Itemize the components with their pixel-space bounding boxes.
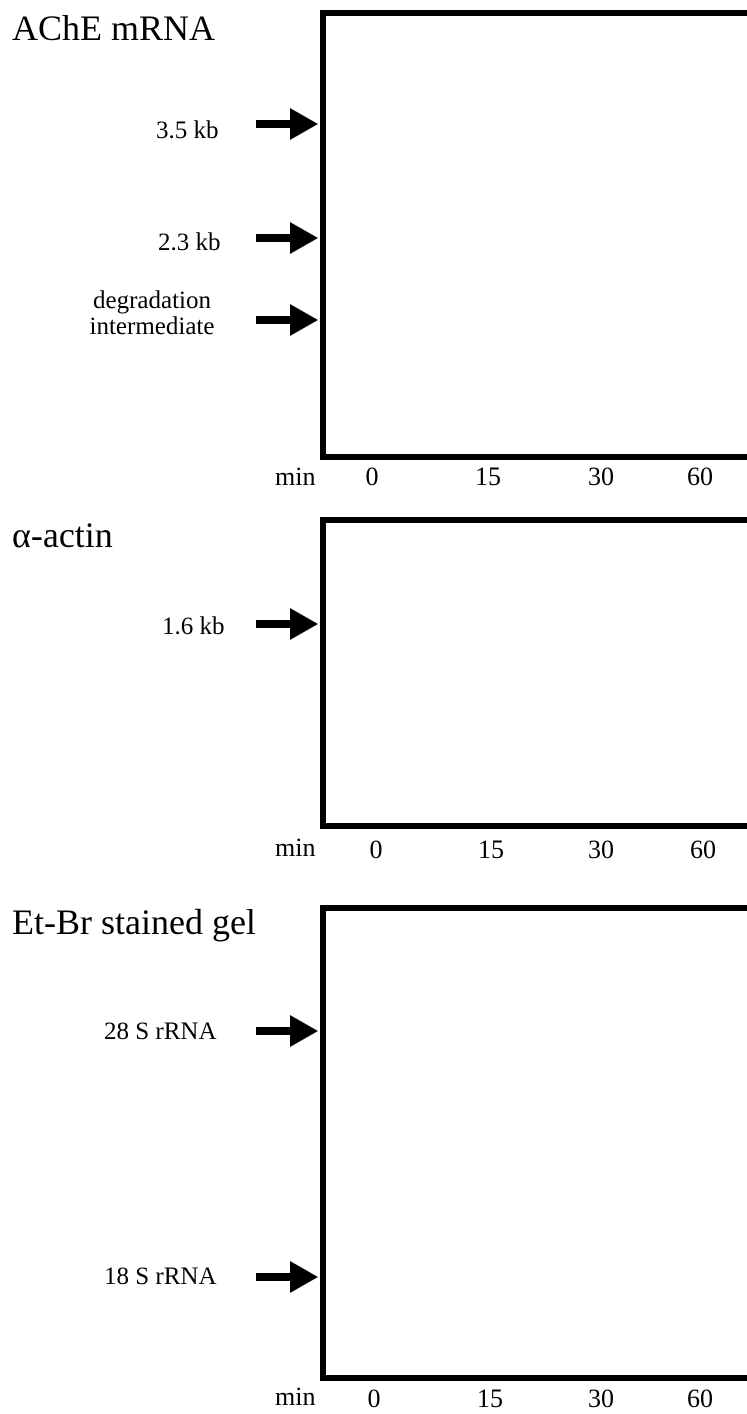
tick-label: 0 — [365, 462, 379, 491]
tick-label: 60 — [687, 462, 713, 491]
tick-label: 60 — [687, 1384, 713, 1413]
arrow-right-icon — [256, 1015, 318, 1047]
axis-unit: min — [275, 833, 316, 862]
tick-label: 15 — [478, 835, 504, 864]
panel-alpha-actin: α-actin 1.6 kb min 0 15 30 60 — [0, 515, 747, 875]
arrow-right-icon — [256, 1261, 318, 1293]
panel-title: Et-Br stained gel — [12, 902, 256, 942]
tick-label: 0 — [369, 835, 383, 864]
marker-label: 28 S rRNA — [104, 1018, 217, 1045]
time-axis: min 0 15 30 60 — [0, 1384, 747, 1414]
time-axis: min 0 15 30 60 — [0, 464, 747, 494]
marker-label: 3.5 kb — [156, 117, 219, 144]
arrow-right-icon — [256, 108, 318, 140]
tick-label: 15 — [475, 462, 501, 491]
panel-title: AChE mRNA — [12, 8, 216, 48]
blot-frame — [320, 517, 747, 829]
arrow-right-icon — [256, 608, 318, 640]
marker-label-line: degradation — [92, 287, 211, 314]
panel-title: α-actin — [12, 515, 113, 555]
arrow-right-icon — [256, 304, 318, 336]
tick-label: 30 — [588, 835, 614, 864]
tick-label: 0 — [367, 1384, 381, 1413]
tick-label: 15 — [477, 1384, 503, 1413]
tick-label: 30 — [588, 462, 614, 491]
blot-frame — [320, 10, 747, 460]
tick-label: 30 — [588, 1384, 614, 1413]
marker-label: 18 S rRNA — [104, 1263, 217, 1290]
axis-unit: min — [275, 1382, 316, 1411]
marker-label: degradation intermediate — [62, 287, 242, 341]
marker-label: 1.6 kb — [162, 613, 225, 640]
marker-label: 2.3 kb — [158, 229, 221, 256]
time-axis: min 0 15 30 60 — [0, 833, 747, 867]
axis-unit: min — [275, 462, 316, 491]
blot-frame — [320, 905, 747, 1381]
arrow-right-icon — [256, 222, 318, 254]
tick-label: 60 — [690, 835, 716, 864]
marker-label-line: intermediate — [89, 313, 215, 341]
panel-etbr-gel: Et-Br stained gel 28 S rRNA 18 S rRNA mi… — [0, 900, 747, 1413]
panel-ache-mrna: AChE mRNA 3.5 kb 2.3 kb degradation inte… — [0, 0, 747, 510]
